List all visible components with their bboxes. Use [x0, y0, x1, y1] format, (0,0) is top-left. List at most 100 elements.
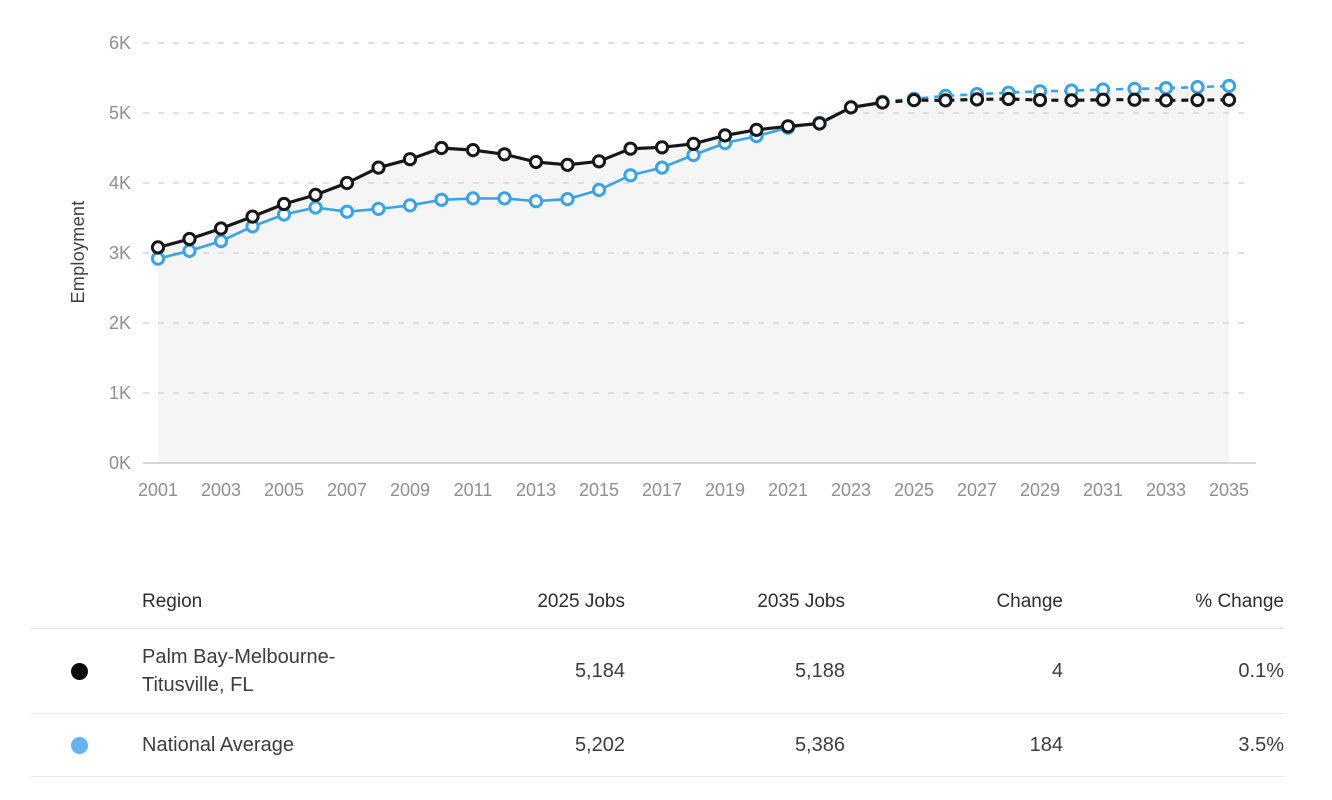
data-point-palm-bay-2033: [1158, 93, 1174, 108]
national-average-change: 184: [1029, 733, 1063, 756]
data-point-palm-bay-2015: [591, 154, 607, 169]
x-tick-2035: 2035: [1209, 480, 1249, 500]
national-average-pct-change: 3.5%: [1238, 733, 1284, 756]
data-point-palm-bay-2005: [276, 196, 292, 212]
col-header-change: Change: [996, 591, 1063, 612]
data-point-palm-bay-2028: [1001, 91, 1016, 107]
data-point-palm-bay-2032: [1127, 92, 1142, 107]
x-tick-2011: 2011: [454, 480, 493, 500]
y-tick-0K: 0K: [109, 453, 131, 473]
y-tick-2K: 2K: [109, 313, 131, 333]
x-tick-2005: 2005: [264, 480, 304, 500]
national-average-2025-jobs: 5,202: [574, 733, 625, 756]
data-point-palm-bay-2003: [213, 221, 229, 236]
data-point-national-average-2012: [497, 191, 512, 206]
data-point-palm-bay-2025: [906, 93, 922, 108]
data-point-palm-bay-2029: [1032, 92, 1048, 108]
y-tick-6K: 6K: [109, 33, 131, 53]
data-point-palm-bay-2008: [371, 160, 386, 175]
area-fill: [158, 85, 1229, 463]
region-name-national-average: National Average: [142, 733, 294, 756]
national-average-2035-jobs: 5,386: [794, 733, 845, 756]
table-header-row: Region 2025 Jobs 2035 Jobs Change % Chan…: [30, 576, 1284, 629]
data-point-national-average-2015: [591, 182, 607, 198]
x-tick-2021: 2021: [768, 480, 808, 500]
data-point-national-average-2013: [528, 194, 544, 209]
table-row-national-average: National Average 5,202 5,386 184 3.5%: [30, 714, 1284, 777]
y-tick-5K: 5K: [109, 103, 131, 123]
col-header-2035-jobs: 2035 Jobs: [757, 591, 845, 612]
national-average-series-dot-icon: [71, 736, 88, 754]
data-point-palm-bay-2010: [434, 140, 449, 156]
x-tick-2013: 2013: [516, 480, 556, 500]
data-point-national-average-2033: [1158, 81, 1174, 96]
data-point-palm-bay-2006: [308, 187, 323, 202]
palm-bay-2035-jobs: 5,188: [794, 659, 845, 682]
data-point-palm-bay-2030: [1064, 93, 1079, 108]
data-point-national-average-2035: [1221, 78, 1237, 94]
data-point-palm-bay-2027: [969, 92, 985, 107]
palm-bay-2025-jobs: 5,184: [574, 659, 625, 682]
x-tick-2029: 2029: [1020, 480, 1060, 500]
data-point-palm-bay-2019: [717, 128, 733, 143]
data-point-palm-bay-2021: [780, 119, 796, 134]
data-point-national-average-2017: [654, 160, 670, 175]
employment-line-chart: 0K 1K 2K 3K 4K 5K 6K 2001 2003 2005 2007 2009 2011 20…: [68, 33, 1256, 500]
data-point-palm-bay-2018: [686, 136, 701, 151]
data-point-palm-bay-2022: [812, 116, 827, 131]
col-header-region: Region: [142, 591, 203, 612]
x-tick-2015: 2015: [579, 480, 619, 500]
data-point-national-average-2002: [182, 243, 197, 258]
marker-cell: [30, 736, 142, 754]
data-point-national-average-2007: [339, 204, 355, 219]
palm-bay-series-dot-icon: [71, 662, 88, 680]
data-point-palm-bay-2020: [749, 122, 764, 137]
data-point-palm-bay-2017: [654, 140, 670, 155]
data-point-national-average-2018: [686, 147, 701, 163]
data-point-national-average-2009: [402, 198, 418, 213]
data-point-palm-bay-2004: [245, 209, 260, 224]
data-point-palm-bay-2009: [402, 152, 418, 167]
data-point-national-average-2006: [308, 200, 323, 215]
data-point-national-average-2014: [560, 192, 575, 207]
data-point-palm-bay-2013: [528, 154, 544, 170]
data-point-palm-bay-2001: [150, 240, 166, 255]
data-point-national-average-2011: [465, 191, 481, 206]
data-point-palm-bay-2034: [1190, 92, 1205, 108]
col-header-pct-change: % Change: [1195, 591, 1284, 612]
y-tick-4K: 4K: [109, 173, 131, 193]
x-tick-2033: 2033: [1146, 480, 1186, 500]
data-point-national-average-2003: [213, 234, 229, 249]
data-point-palm-bay-2016: [623, 141, 638, 156]
data-point-palm-bay-2007: [339, 175, 355, 191]
data-point-palm-bay-2012: [497, 147, 512, 162]
data-point-palm-bay-2011: [465, 143, 481, 158]
x-tick-2001: 2001: [138, 480, 178, 500]
table-row-palm-bay: Palm Bay-Melbourne-Titusville, FL 5,184 …: [30, 629, 1284, 714]
x-tick-2007: 2007: [327, 480, 367, 500]
data-point-palm-bay-2024: [875, 95, 890, 110]
palm-bay-pct-change: 0.1%: [1238, 659, 1284, 682]
x-tick-2031: 2031: [1083, 480, 1123, 500]
data-point-national-average-2001: [150, 251, 166, 266]
y-tick-1K: 1K: [109, 383, 131, 403]
x-tick-2027: 2027: [957, 480, 997, 500]
marker-cell: [30, 662, 142, 680]
y-tick-3K: 3K: [109, 243, 131, 263]
data-point-palm-bay-2002: [182, 231, 197, 247]
col-header-2025-jobs: 2025 Jobs: [537, 591, 625, 612]
data-point-palm-bay-2014: [560, 157, 575, 172]
data-point-palm-bay-2026: [938, 93, 953, 108]
x-tick-2017: 2017: [642, 480, 682, 500]
regions-table: Region 2025 Jobs 2035 Jobs Change % Chan…: [30, 576, 1284, 777]
data-point-national-average-2016: [623, 168, 638, 183]
data-point-national-average-2010: [434, 192, 449, 207]
data-point-national-average-2008: [371, 201, 386, 216]
data-point-palm-bay-2031: [1095, 92, 1111, 107]
x-tick-2025: 2025: [894, 480, 934, 500]
x-tick-2023: 2023: [831, 480, 871, 500]
data-point-national-average-2034: [1190, 80, 1205, 95]
data-point-palm-bay-2035: [1221, 92, 1237, 107]
x-tick-2003: 2003: [201, 480, 241, 500]
x-tick-2009: 2009: [390, 480, 430, 500]
